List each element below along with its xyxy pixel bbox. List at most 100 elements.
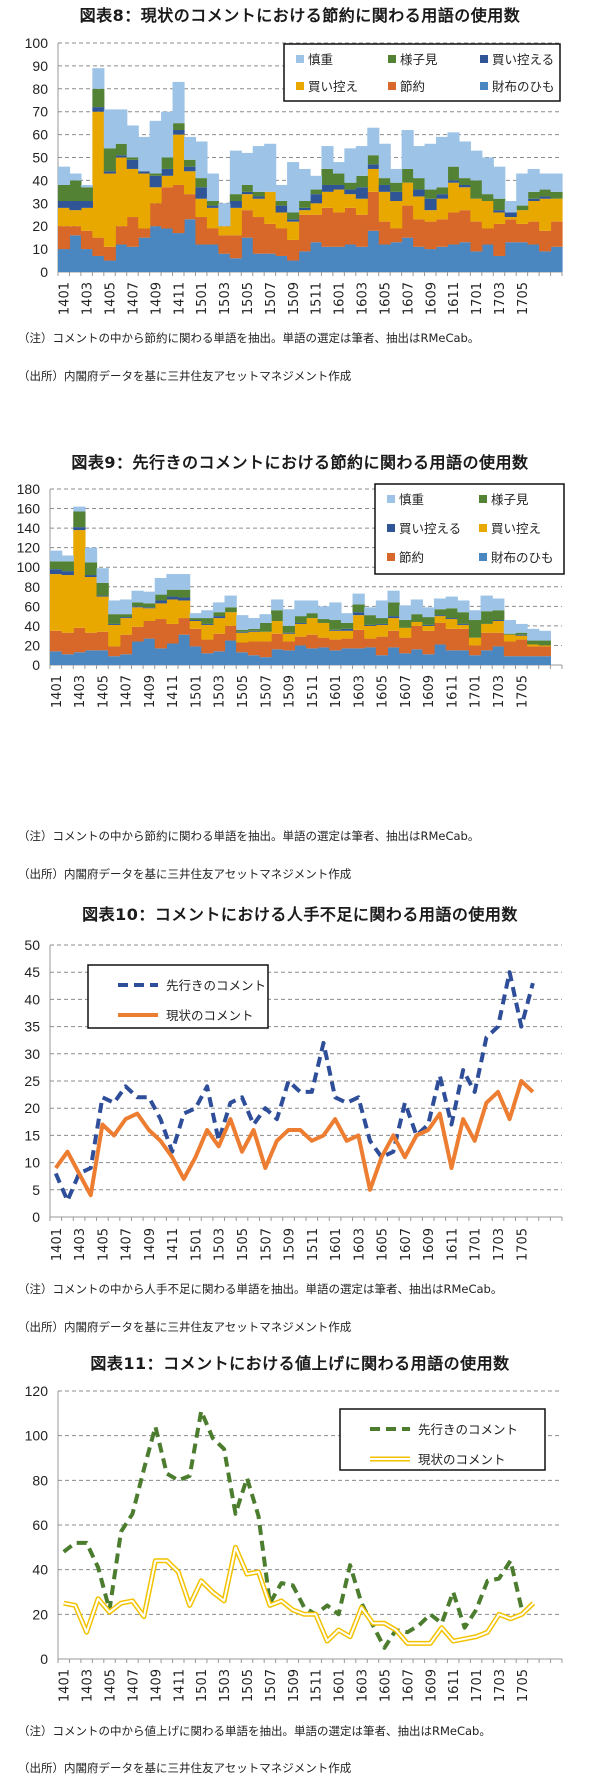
area-segment — [390, 191, 403, 202]
series-setsuyaku — [58, 184, 563, 261]
y-tick-label: 60 — [32, 127, 48, 143]
area-segment — [515, 656, 528, 665]
area-segment — [504, 217, 517, 220]
chart-source: （出所）内閣府データを基に三井住友アセットマネジメント作成 — [18, 867, 352, 881]
x-tick-label: 1409 — [143, 1228, 158, 1261]
line-chart-fig11: 0 20 40 60 80 100 120 1401 1403 1405 1407 1409 1411 1… — [25, 1383, 563, 1702]
area-segment — [401, 205, 414, 238]
area-segment — [172, 184, 185, 234]
area-segment — [184, 159, 197, 167]
y-tick-label: 10 — [24, 1155, 40, 1171]
area-segment — [527, 191, 540, 199]
area-segment — [401, 237, 414, 272]
area-segment — [229, 150, 242, 195]
area-segment — [172, 134, 185, 185]
area-segment — [457, 650, 470, 665]
area-segment — [434, 644, 447, 665]
area-segment — [247, 641, 261, 656]
area-segment — [401, 130, 414, 169]
x-tick-label: 1611 — [447, 282, 462, 315]
x-tick-label: 1507 — [264, 282, 279, 315]
area-segment — [387, 630, 400, 648]
area-segment — [390, 168, 403, 183]
area-segment — [172, 130, 185, 135]
area-segment — [294, 622, 307, 624]
area-segment — [410, 621, 423, 626]
x-tick-label: 1509 — [287, 1669, 302, 1702]
area-segment — [166, 643, 179, 665]
area-segment — [504, 212, 517, 218]
area-segment — [413, 246, 426, 272]
y-tick-label: 70 — [32, 104, 48, 120]
area-segment — [457, 624, 470, 629]
area-segment — [480, 650, 493, 665]
area-segment — [69, 210, 82, 227]
area-segment — [493, 223, 506, 256]
area-segment — [154, 648, 167, 665]
area-segment — [434, 616, 447, 623]
x-tick-label: 1509 — [283, 1228, 298, 1261]
area-segment — [470, 150, 483, 181]
y-tick-label: 5 — [32, 1182, 40, 1198]
area-segment — [206, 228, 219, 245]
x-tick-label: 1509 — [287, 282, 302, 315]
legend-swatch — [479, 524, 487, 532]
x-tick-label: 1601 — [329, 1228, 344, 1261]
area-segment — [399, 627, 412, 638]
area-segment — [458, 210, 471, 243]
area-segment — [189, 621, 202, 629]
y-tick-label: 25 — [24, 1073, 40, 1089]
area-segment — [92, 237, 105, 256]
area-segment — [96, 568, 109, 583]
area-segment — [355, 198, 368, 215]
area-segment — [218, 226, 231, 236]
area-segment — [399, 653, 412, 665]
area-segment — [352, 615, 365, 630]
x-tick-label: 1411 — [166, 675, 181, 708]
area-segment — [161, 157, 174, 169]
x-tick-label: 1505 — [236, 675, 251, 708]
x-tick-label: 1403 — [73, 1228, 88, 1261]
x-tick-label: 1505 — [236, 1228, 251, 1261]
area-segment — [287, 219, 300, 222]
area-segment — [206, 173, 219, 202]
area-segment — [195, 178, 208, 188]
area-segment — [434, 609, 447, 616]
area-segment — [539, 251, 552, 272]
area-segment — [294, 616, 307, 623]
area-segment — [184, 219, 197, 272]
area-segment — [241, 210, 254, 238]
area-segment — [317, 606, 330, 620]
area-segment — [178, 574, 191, 590]
area-segment — [218, 253, 231, 272]
x-tick-label: 1705 — [516, 282, 531, 315]
area-segment — [50, 574, 63, 631]
area-segment — [287, 239, 300, 261]
area-segment — [527, 168, 540, 192]
area-segment — [364, 624, 377, 626]
area-segment — [321, 146, 334, 169]
area-segment — [329, 602, 342, 621]
x-tick-label: 1601 — [333, 282, 348, 315]
x-tick-label: 1511 — [310, 1669, 325, 1702]
y-tick-label: 120 — [17, 540, 41, 556]
area-segment — [550, 246, 563, 272]
area-segment — [539, 189, 552, 197]
area-segment — [84, 577, 98, 633]
area-segment — [58, 201, 71, 208]
area-segment — [149, 203, 162, 227]
chart-note: （注）コメントの中から人手不足に関わる単語を抽出。単語の選定は筆者、抽出はRMe… — [18, 1282, 503, 1296]
y-tick-label: 160 — [17, 501, 41, 517]
area-segment — [206, 201, 219, 206]
area-segment — [131, 590, 144, 603]
area-segment — [550, 221, 563, 247]
area-segment — [344, 189, 357, 195]
legend-swatch — [388, 82, 396, 90]
area-segment — [516, 223, 529, 243]
area-segment — [445, 596, 458, 609]
series-setsuyaku — [50, 618, 551, 658]
area-segment — [178, 618, 191, 635]
area-segment — [195, 217, 208, 245]
area-segment — [259, 657, 272, 665]
area-segment — [131, 607, 144, 627]
